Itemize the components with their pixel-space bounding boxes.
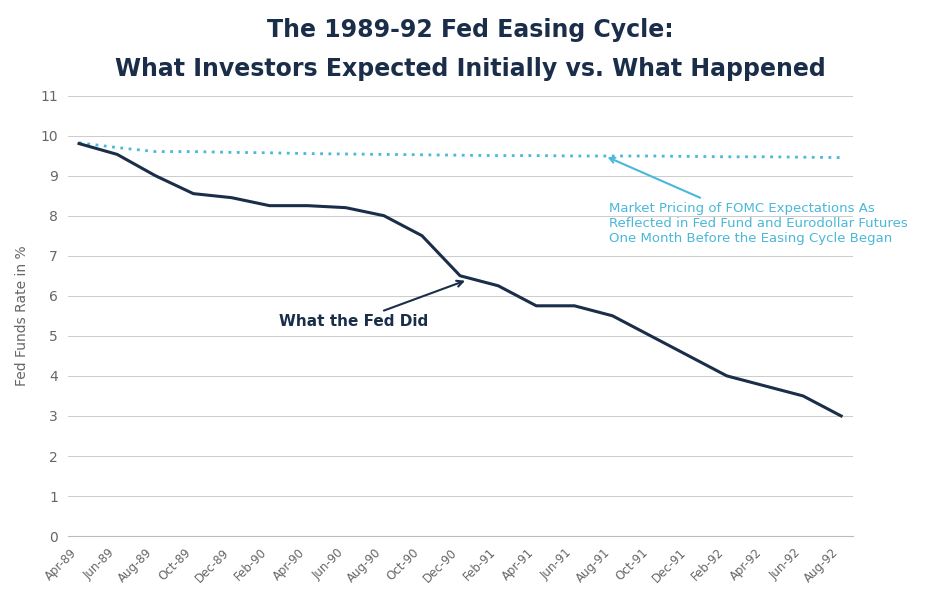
Text: What the Fed Did: What the Fed Did bbox=[279, 281, 462, 329]
Text: What Investors Expected Initially vs. What Happened: What Investors Expected Initially vs. Wh… bbox=[115, 57, 825, 81]
Text: The 1989-92 Fed Easing Cycle:: The 1989-92 Fed Easing Cycle: bbox=[267, 18, 673, 42]
Text: Market Pricing of FOMC Expectations As
Reflected in Fed Fund and Eurodollar Futu: Market Pricing of FOMC Expectations As R… bbox=[609, 158, 907, 245]
Y-axis label: Fed Funds Rate in %: Fed Funds Rate in % bbox=[15, 245, 29, 386]
